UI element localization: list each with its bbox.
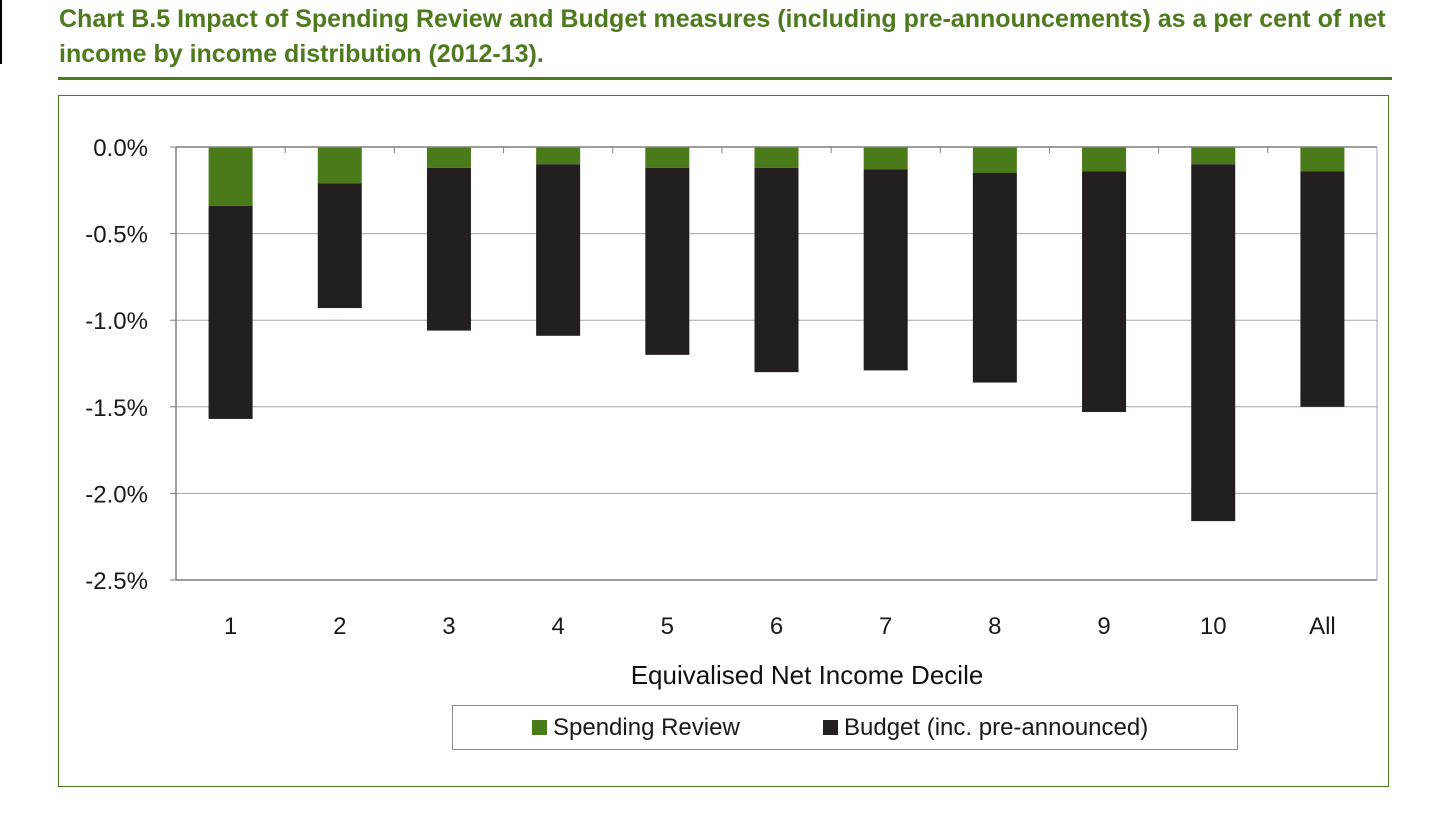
- bar-spending-review: [863, 147, 908, 170]
- bar-spending-review: [645, 147, 690, 168]
- chart-title: Chart B.5 Impact of Spending Review and …: [59, 5, 1386, 68]
- x-tick-label: 9: [1097, 613, 1110, 640]
- bar-budget: [1082, 171, 1127, 412]
- bar-budget: [972, 172, 1017, 383]
- bar-spending-review: [208, 147, 253, 206]
- x-tick-label: 5: [661, 613, 674, 640]
- x-tick-label: 3: [442, 613, 455, 640]
- y-tick-label: -1.5%: [85, 395, 148, 422]
- y-tick-label: -0.5%: [85, 222, 148, 249]
- bar-spending-review: [1191, 147, 1236, 165]
- tick-labels: 0.0% -0.5% -1.0% -1.5% -2.0% -2.5% 1 2 3 4 5 6 7 8 9 10…: [85, 135, 1335, 640]
- legend-item-budget: Budget (inc. pre-announced): [823, 706, 1148, 749]
- bars: [208, 147, 1345, 522]
- x-tick-label: 1: [224, 613, 237, 640]
- bar-spending-review: [317, 147, 362, 184]
- bar-spending-review: [1082, 147, 1127, 172]
- y-tick-label: -2.0%: [85, 481, 148, 508]
- x-tick-label: 10: [1200, 613, 1227, 640]
- title-underline: [58, 77, 1392, 80]
- y-tick-label: -2.5%: [85, 568, 148, 595]
- axes: [170, 146, 1378, 581]
- x-axis-title: Equivalised Net Income Decile: [631, 660, 984, 690]
- bar-spending-review: [536, 147, 581, 165]
- page-edge-line: [0, 0, 2, 64]
- bar-budget: [863, 169, 908, 371]
- x-tick-label: 8: [988, 613, 1001, 640]
- x-tick-label: 7: [879, 613, 892, 640]
- chart-frame: [58, 95, 1389, 787]
- bar-budget: [426, 167, 471, 331]
- x-tick-label: 4: [551, 613, 564, 640]
- bar-spending-review: [972, 147, 1017, 173]
- bar-budget: [754, 167, 799, 373]
- bar-spending-review: [426, 147, 471, 168]
- bar-budget: [1300, 171, 1345, 407]
- legend-swatch-spending-review: [532, 720, 547, 735]
- bar-budget: [536, 164, 581, 336]
- bar-budget: [645, 167, 690, 355]
- legend-item-spending-review: Spending Review: [532, 706, 740, 749]
- y-tick-label: 0.0%: [93, 135, 148, 162]
- bar-budget: [317, 183, 362, 309]
- x-tick-label: All: [1309, 613, 1336, 640]
- legend: Spending Review Budget (inc. pre-announc…: [452, 705, 1238, 750]
- x-tick-label: 2: [333, 613, 346, 640]
- bar-budget: [1191, 164, 1236, 522]
- legend-swatch-budget: [823, 720, 838, 735]
- y-tick-label: -1.0%: [85, 308, 148, 335]
- bar-budget: [208, 205, 253, 419]
- legend-label-budget: Budget (inc. pre-announced): [844, 713, 1149, 741]
- bar-spending-review: [1300, 147, 1345, 172]
- x-tick-label: 6: [770, 613, 783, 640]
- legend-label-spending-review: Spending Review: [553, 713, 740, 741]
- bar-spending-review: [754, 147, 799, 168]
